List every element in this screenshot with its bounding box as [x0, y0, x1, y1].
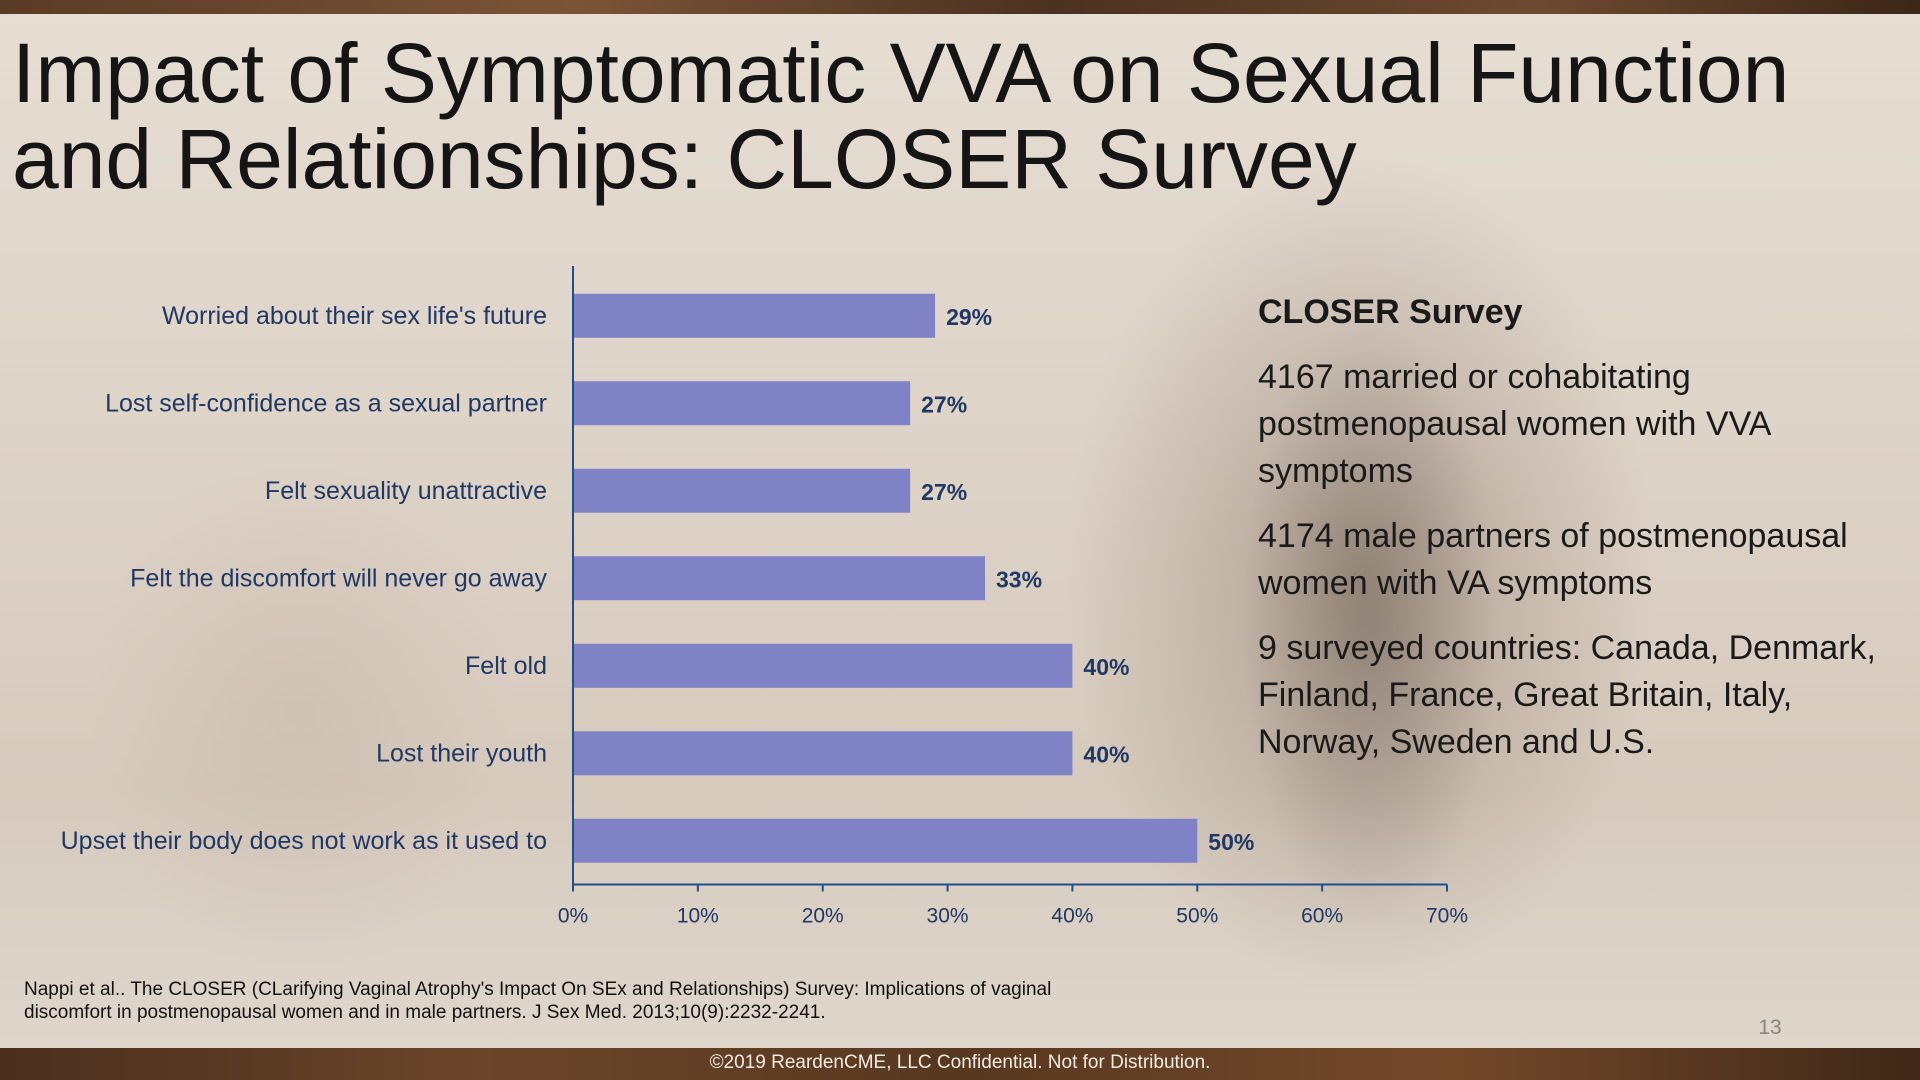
category-label: Felt old: [465, 652, 547, 680]
bar: [573, 731, 1073, 776]
x-tick-label: 40%: [1051, 905, 1093, 928]
x-tick-label: 70%: [1426, 905, 1468, 928]
bar: [573, 381, 911, 426]
data-label: 40%: [1083, 741, 1129, 767]
confidential-footer: ©2019 ReardenCME, LLC Confidential. Not …: [709, 1052, 1211, 1073]
data-label: 27%: [921, 479, 967, 505]
bar-chart: Worried about their sex life's future Los…: [61, 266, 1468, 928]
x-tick-label: 10%: [677, 905, 719, 928]
category-labels: Worried about their sex life's future Los…: [61, 302, 548, 855]
category-label: Lost their youth: [376, 739, 547, 767]
data-label: 50%: [1208, 829, 1254, 855]
slide-background: [0, 14, 1920, 1048]
survey-info-women: 4167 married or cohabitating postmenopau…: [1258, 358, 1770, 490]
x-tick-label: 20%: [802, 905, 844, 928]
category-label: Felt the discomfort will never go away: [130, 564, 547, 592]
x-tick-label: 60%: [1301, 905, 1343, 928]
slide-title-line-1: Impact of Symptomatic VVA on Sexual Func…: [12, 26, 1790, 120]
page-number: 13: [1758, 1016, 1782, 1039]
x-tick-label: 50%: [1176, 905, 1218, 928]
background-dancers-image: [1140, 150, 1600, 1010]
category-label: Felt sexuality unattractive: [265, 477, 547, 505]
top-wood-border: [0, 0, 1920, 14]
bars: [573, 293, 1198, 863]
slide-title-line-2: and Relationships: CLOSER Survey: [12, 112, 1357, 206]
survey-info-panel: CLOSER Survey 4167 married or cohabitati…: [1258, 290, 1898, 784]
bar: [573, 468, 911, 513]
survey-info-countries: 9 surveyed countries: Canada, Denmark, F…: [1258, 629, 1876, 761]
data-label: 27%: [921, 391, 967, 417]
bottom-wood-border: [0, 1048, 1920, 1080]
category-label: Lost self-confidence as a sexual partner: [105, 389, 547, 417]
bar: [573, 643, 1073, 688]
data-label: 33%: [996, 566, 1042, 592]
category-label: Worried about their sex life's future: [162, 302, 547, 330]
category-label: Upset their body does not work as it use…: [61, 827, 547, 855]
data-labels: 29% 27% 27% 33% 40% 40% 50%: [921, 304, 1254, 855]
survey-info-heading: CLOSER Survey: [1258, 293, 1523, 331]
slide-title: Impact of Symptomatic VVA on Sexual Func…: [12, 30, 1892, 202]
bar: [573, 818, 1198, 863]
data-label: 40%: [1083, 654, 1129, 680]
survey-info-men: 4174 male partners of postmenopausal wom…: [1258, 517, 1848, 602]
reference-citation: Nappi et al.. The CLOSER (CLarifying Vag…: [24, 979, 1052, 1023]
bar: [573, 293, 936, 338]
x-tick-label: 30%: [927, 905, 969, 928]
bar: [573, 556, 986, 601]
x-tick-label: 0%: [558, 905, 588, 928]
data-label: 29%: [946, 304, 992, 330]
x-tick-labels: 0% 10% 20% 30% 40% 50% 60% 70%: [558, 905, 1468, 928]
axes: [572, 266, 1448, 892]
